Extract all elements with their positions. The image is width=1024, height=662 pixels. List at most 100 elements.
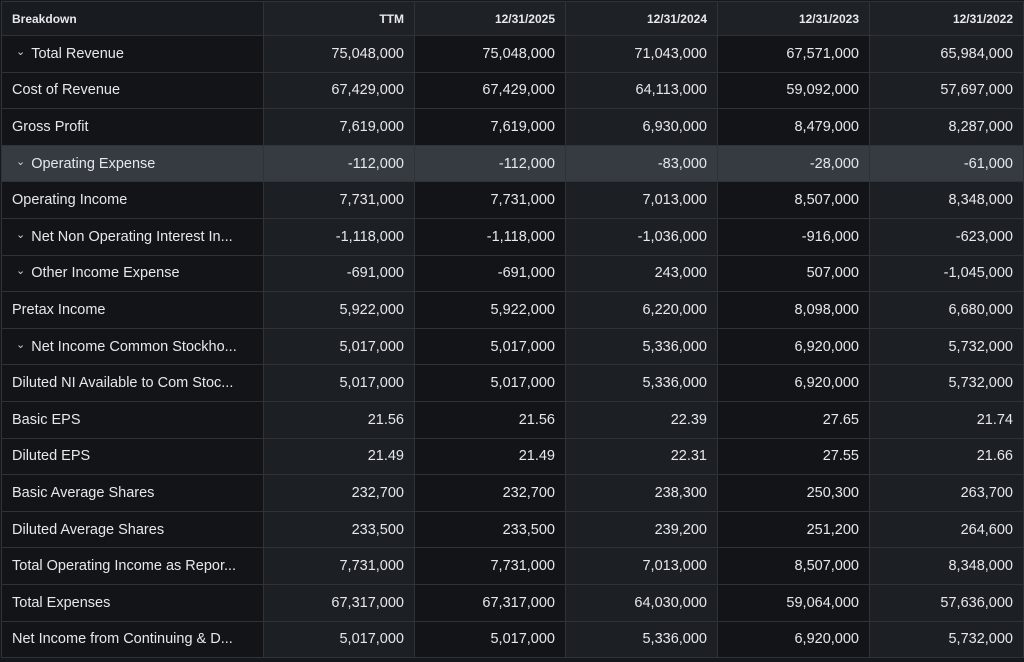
row-label: Total Expenses (1, 583, 264, 622)
row-label: Basic Average Shares (1, 474, 264, 512)
cell-value: 6,920,000 (717, 620, 870, 659)
cell-value: -83,000 (565, 144, 718, 183)
row-label-text: Cost of Revenue (12, 82, 121, 99)
table-row: Basic EPS 21.56 21.56 22.39 27.65 21.74 (1, 400, 1024, 439)
table-header-row: Breakdown TTM 12/31/2025 12/31/2024 12/31/20… (1, 1, 1024, 36)
cell-value: 75,048,000 (414, 35, 566, 73)
cell-value: 7,619,000 (414, 108, 566, 146)
cell-value: 7,731,000 (263, 547, 415, 585)
cell-value: 5,336,000 (565, 620, 718, 659)
cell-value: -1,118,000 (414, 217, 566, 256)
row-label[interactable]: ⌄ Other Income Expense (1, 254, 264, 293)
chevron-down-icon[interactable]: ⌄ (16, 265, 26, 278)
row-label-text: Basic EPS (12, 411, 81, 428)
row-label[interactable]: ⌄ Net Non Operating Interest In... (1, 217, 264, 256)
cell-value: 21.49 (263, 437, 415, 476)
cell-value: 6,920,000 (717, 364, 870, 402)
row-label[interactable]: ⌄ Net Income Common Stockho... (1, 327, 264, 366)
row-label: Basic EPS (1, 400, 264, 439)
cell-value: 5,732,000 (869, 364, 1024, 402)
row-label-text: Operating Expense (31, 155, 156, 172)
chevron-down-icon[interactable]: ⌄ (16, 155, 26, 168)
cell-value: 21.74 (869, 400, 1024, 439)
cell-value: 5,017,000 (414, 364, 566, 402)
cell-value: 8,348,000 (869, 181, 1024, 219)
row-label-text: Diluted Average Shares (12, 521, 165, 538)
row-label-text: Total Revenue (31, 45, 124, 62)
cell-value: 264,600 (869, 510, 1024, 549)
cell-value: 67,317,000 (263, 583, 415, 622)
cell-value: 67,429,000 (414, 71, 566, 110)
cell-value: 59,064,000 (717, 583, 870, 622)
cell-value: 7,013,000 (565, 547, 718, 585)
row-label[interactable]: ⌄ Operating Expense (1, 144, 264, 183)
cell-value: -691,000 (414, 254, 566, 293)
cell-value: 8,479,000 (717, 108, 870, 146)
row-label: Cost of Revenue (1, 71, 264, 110)
row-label-text: Total Operating Income as Repor... (12, 558, 237, 575)
cell-value: 7,731,000 (263, 181, 415, 219)
row-label-text: Gross Profit (12, 118, 89, 135)
table-row: Net Income from Continuing & D... 5,017,0… (1, 620, 1024, 659)
row-label: Diluted NI Available to Com Stoc... (1, 364, 264, 402)
cell-value: 250,300 (717, 474, 870, 512)
cell-value: 65,984,000 (869, 35, 1024, 73)
cell-value: -112,000 (263, 144, 415, 183)
cell-value: 8,098,000 (717, 291, 870, 329)
cell-value: 67,429,000 (263, 71, 415, 110)
row-label: Net Income from Continuing & D... (1, 620, 264, 659)
cell-value: 6,680,000 (869, 291, 1024, 329)
cell-value: 7,731,000 (414, 181, 566, 219)
cell-value: 21.49 (414, 437, 566, 476)
table-row: ⌄ Total Revenue 75,048,000 75,048,000 71,043… (1, 35, 1024, 73)
row-label: Total Operating Income as Repor... (1, 547, 264, 585)
cell-value: -623,000 (869, 217, 1024, 256)
column-header: 12/31/2025 (414, 1, 566, 36)
cell-value: 27.55 (717, 437, 870, 476)
cell-value: 6,930,000 (565, 108, 718, 146)
cell-value: 232,700 (414, 474, 566, 512)
table-row: Cost of Revenue 67,429,000 67,429,000 64,11… (1, 71, 1024, 110)
row-label-text: Net Income Common Stockho... (31, 338, 237, 355)
cell-value: -1,045,000 (869, 254, 1024, 293)
cell-value: 5,017,000 (263, 620, 415, 659)
table-row: ⌄ Operating Expense -112,000 -112,000 -83,00… (1, 144, 1024, 183)
cell-value: 22.39 (565, 400, 718, 439)
cell-value: 67,571,000 (717, 35, 870, 73)
cell-value: 22.31 (565, 437, 718, 476)
cell-value: 243,000 (565, 254, 718, 293)
cell-value: 7,619,000 (263, 108, 415, 146)
row-label-text: Net Income from Continuing & D... (12, 631, 233, 648)
table-row: Total Expenses 67,317,000 67,317,000 64,030… (1, 583, 1024, 622)
chevron-down-icon[interactable]: ⌄ (16, 338, 26, 351)
cell-value: 75,048,000 (263, 35, 415, 73)
row-label-text: Net Non Operating Interest In... (31, 228, 233, 245)
cell-value: 21.66 (869, 437, 1024, 476)
cell-value: 6,220,000 (565, 291, 718, 329)
cell-value: -1,036,000 (565, 217, 718, 256)
cell-value: 5,922,000 (414, 291, 566, 329)
cell-value: 21.56 (414, 400, 566, 439)
row-label-text: Total Expenses (12, 594, 111, 611)
table-row: Diluted Average Shares 233,500 233,500 239,… (1, 510, 1024, 549)
cell-value: 5,017,000 (414, 327, 566, 366)
cell-value: 5,336,000 (565, 327, 718, 366)
table-row: ⌄ Net Non Operating Interest In... -1,118,… (1, 217, 1024, 256)
cell-value: 5,017,000 (263, 327, 415, 366)
table-row: Pretax Income 5,922,000 5,922,000 6,220,000… (1, 291, 1024, 329)
column-header: 12/31/2024 (565, 1, 718, 36)
column-header: Breakdown (1, 1, 264, 36)
column-header: TTM (263, 1, 415, 36)
row-label: Gross Profit (1, 108, 264, 146)
cell-value: 7,013,000 (565, 181, 718, 219)
chevron-down-icon[interactable]: ⌄ (16, 45, 26, 58)
row-label[interactable]: ⌄ Total Revenue (1, 35, 264, 73)
cell-value: 8,507,000 (717, 547, 870, 585)
table-row: ⌄ Net Income Common Stockho... 5,017,000 5,… (1, 327, 1024, 366)
cell-value: 232,700 (263, 474, 415, 512)
cell-value: 57,697,000 (869, 71, 1024, 110)
cell-value: -691,000 (263, 254, 415, 293)
chevron-down-icon[interactable]: ⌄ (16, 228, 26, 241)
cell-value: -1,118,000 (263, 217, 415, 256)
